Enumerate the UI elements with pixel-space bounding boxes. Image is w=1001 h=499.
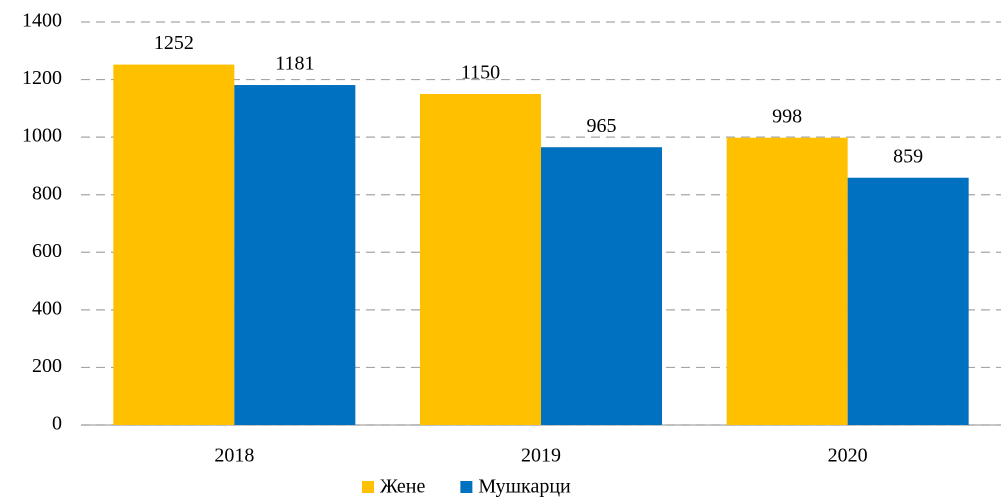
data-label: 998 xyxy=(772,105,802,127)
y-tick-label: 200 xyxy=(32,355,62,377)
legend-swatch xyxy=(362,481,374,493)
bar xyxy=(847,177,969,425)
y-tick-label: 1200 xyxy=(22,67,62,89)
y-tick-label: 1400 xyxy=(22,10,62,32)
bar xyxy=(113,64,235,426)
legend-swatch xyxy=(460,481,473,493)
bar xyxy=(541,147,662,426)
x-tick-label: 2020 xyxy=(828,445,868,467)
bar xyxy=(726,137,848,425)
y-tick-label: 800 xyxy=(32,182,62,204)
bar xyxy=(420,93,541,425)
data-label: 859 xyxy=(893,145,923,167)
y-tick-label: 600 xyxy=(32,240,62,262)
data-label: 1252 xyxy=(154,32,194,54)
y-tick-label: 1000 xyxy=(22,125,62,147)
legend-label: Жене xyxy=(380,476,425,498)
data-label: 965 xyxy=(587,115,617,137)
legend-label: Мушкарци xyxy=(478,476,571,498)
bar xyxy=(234,85,356,425)
y-tick-label: 0 xyxy=(52,413,62,435)
data-label: 1150 xyxy=(461,62,500,84)
y-tick-label: 400 xyxy=(32,297,62,319)
data-label: 1181 xyxy=(275,53,314,75)
x-tick-label: 2018 xyxy=(214,445,254,467)
x-tick-label: 2019 xyxy=(521,445,561,467)
